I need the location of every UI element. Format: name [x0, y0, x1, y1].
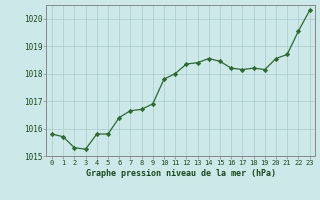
- X-axis label: Graphe pression niveau de la mer (hPa): Graphe pression niveau de la mer (hPa): [86, 169, 276, 178]
